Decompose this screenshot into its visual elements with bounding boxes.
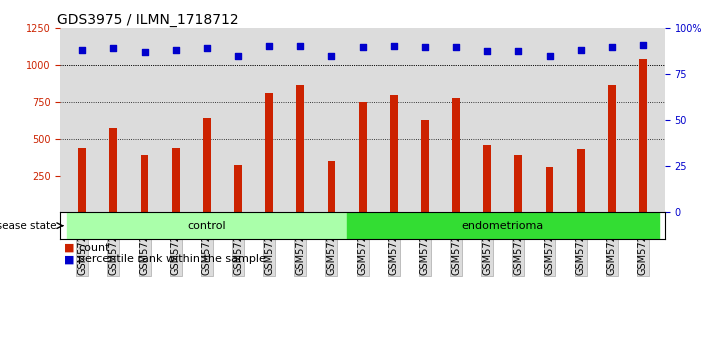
Bar	[141, 155, 149, 212]
Point	[357, 45, 368, 50]
Bar	[347, 212, 658, 239]
Text: endometrioma: endometrioma	[461, 221, 544, 231]
Point	[388, 43, 400, 49]
Bar	[359, 102, 366, 212]
Point	[201, 45, 213, 51]
Bar	[234, 165, 242, 212]
Point	[606, 45, 618, 50]
Bar	[296, 85, 304, 212]
Bar	[78, 148, 86, 212]
Bar	[328, 161, 336, 212]
Point	[232, 53, 244, 58]
Point	[77, 47, 88, 52]
Text: disease state: disease state	[0, 221, 57, 231]
Bar	[109, 129, 117, 212]
Bar	[639, 59, 647, 212]
Text: GDS3975 / ILMN_1718712: GDS3975 / ILMN_1718712	[58, 13, 239, 27]
Bar	[515, 155, 523, 212]
Text: control: control	[188, 221, 226, 231]
Bar	[390, 95, 397, 212]
Point	[450, 45, 461, 50]
Point	[544, 53, 555, 59]
Bar	[452, 98, 460, 212]
Text: count: count	[78, 243, 109, 253]
Bar	[203, 118, 210, 212]
Text: ■: ■	[64, 255, 75, 264]
Point	[107, 45, 119, 51]
Point	[575, 47, 587, 53]
Point	[419, 45, 431, 50]
Point	[637, 42, 648, 48]
Bar	[577, 149, 584, 212]
Bar	[545, 167, 553, 212]
Point	[513, 48, 524, 54]
Bar	[172, 148, 180, 212]
Bar	[608, 85, 616, 212]
Point	[481, 48, 493, 54]
Bar	[67, 212, 347, 239]
Point	[264, 43, 275, 49]
Point	[294, 43, 306, 49]
Point	[170, 47, 181, 52]
Bar	[265, 93, 273, 212]
Point	[139, 49, 150, 55]
Bar	[421, 120, 429, 212]
Point	[326, 53, 337, 58]
Bar	[483, 145, 491, 212]
Text: ■: ■	[64, 243, 75, 253]
Text: percentile rank within the sample: percentile rank within the sample	[78, 255, 266, 264]
